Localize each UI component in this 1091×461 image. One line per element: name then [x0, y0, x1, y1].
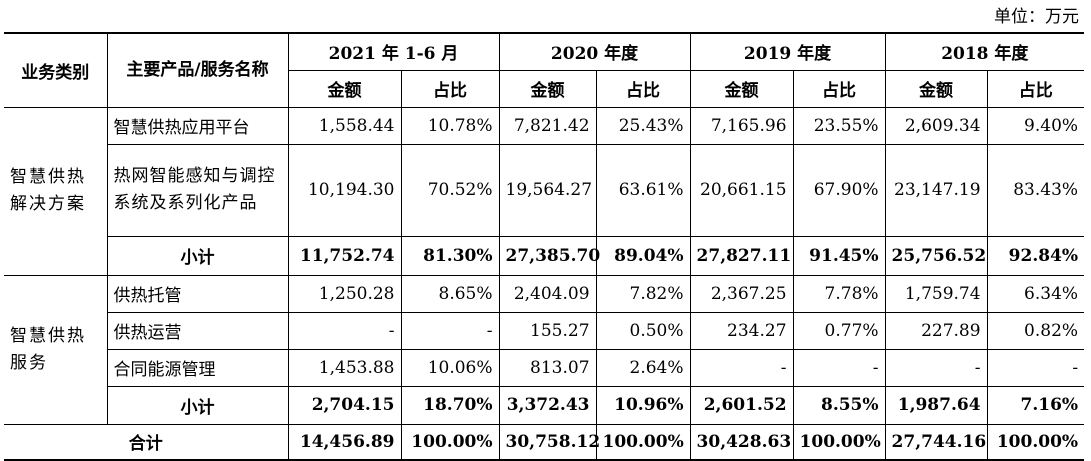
header-amount: 金额 — [288, 69, 402, 108]
product-cell: 热网智能感知与调控系统及系列化产品 — [107, 143, 289, 237]
ratio-cell: 0.50% — [595, 311, 691, 350]
ratio-cell: 100.00% — [595, 423, 691, 461]
ratio-cell: 92.84% — [986, 235, 1085, 276]
amount-cell: 1,453.88 — [287, 348, 402, 387]
amount-cell: 1,987.64 — [884, 385, 988, 425]
amount-cell: 23,147.19 — [884, 143, 988, 237]
revenue-table: 业务类别 主要产品/服务名称 2021 年 1-6 月 2020 年度 2019… — [4, 32, 1085, 461]
table-row: 智慧供热服务 供热托管 1,250.28 8.65% 2,404.09 7.82% 2,36… — [4, 274, 1085, 425]
ratio-cell: 10.78% — [400, 106, 500, 145]
amount-cell: 2,601.52 — [689, 385, 794, 425]
header-amount: 金额 — [884, 69, 988, 108]
header-ratio: 占比 — [792, 69, 886, 108]
subtotal-row: 小计 2,704.15 18.70% 3,372.43 10.96% 2,601.52 8.… — [4, 385, 1085, 425]
total-label: 合计 — [4, 423, 289, 461]
ratio-cell: 10.06% — [400, 348, 500, 387]
ratio-cell: 91.45% — [792, 235, 886, 276]
amount-cell: 30,428.63 — [689, 423, 794, 461]
header-ratio: 占比 — [986, 69, 1085, 108]
ratio-cell: 83.43% — [986, 143, 1085, 237]
unit-label: 单位：万元 — [994, 7, 1079, 27]
header-amount: 金额 — [498, 69, 597, 108]
subtotal-label: 小计 — [107, 235, 289, 276]
amount-cell: 11,752.74 — [287, 235, 402, 276]
ratio-cell: 23.55% — [792, 106, 886, 145]
ratio-cell: 100.00% — [792, 423, 886, 461]
total-row: 合计 14,456.89 100.00% 30,758.12 100.00% 30,428… — [4, 423, 1085, 461]
ratio-cell: 2.64% — [595, 348, 691, 387]
ratio-cell: 9.40% — [986, 106, 1085, 145]
ratio-cell: 67.90% — [792, 143, 886, 237]
product-cell: 供热运营 — [107, 311, 289, 350]
ratio-cell: 63.61% — [595, 143, 691, 237]
header-business-type: 业务类别 — [4, 32, 108, 108]
amount-cell: 25,756.52 — [884, 235, 988, 276]
product-cell: 智慧供热应用平台 — [106, 106, 289, 145]
ratio-cell: 7.82% — [595, 274, 691, 313]
amount-cell: 20,661.15 — [689, 143, 794, 237]
header-ratio: 占比 — [595, 69, 691, 108]
amount-cell: 2,404.09 — [498, 274, 597, 313]
header-row-periods: 业务类别 主要产品/服务名称 2021 年 1-6 月 2020 年度 2019… — [4, 32, 1085, 108]
header-ratio: 占比 — [400, 69, 500, 108]
amount-cell: 7,821.42 — [498, 106, 597, 145]
amount-cell: 14,456.89 — [287, 423, 402, 461]
amount-cell: 1,558.44 — [287, 106, 402, 145]
product-cell: 合同能源管理 — [107, 348, 289, 387]
amount-cell: 155.27 — [498, 311, 597, 350]
ratio-cell: 0.77% — [792, 311, 886, 350]
table-row: 供热运营 - -155.27 0.50% 234.27 0.77% 227.89 0.82% — [4, 311, 1085, 350]
ratio-cell: 6.34% — [986, 274, 1085, 313]
amount-cell: 30,758.12 — [498, 423, 600, 461]
ratio-cell: 8.55% — [792, 385, 886, 425]
ratio-cell: 81.30% — [400, 235, 500, 276]
amount-cell: 27,827.11 — [689, 235, 794, 276]
table-row: 智慧供热解决方案 智慧供热应用平台 1,558.44 10.78% 7,821.42 25… — [4, 106, 1085, 276]
ratio-cell: 100.00% — [400, 423, 500, 461]
ratio-cell: 70.52% — [400, 143, 500, 237]
table-row: 热网智能感知与调控系统及系列化产品 10,194.30 70.52% 19,564.2… — [4, 143, 1085, 237]
ratio-cell: 7.16% — [986, 385, 1085, 425]
ratio-cell: 100.00% — [986, 423, 1085, 461]
header-period-2021h1: 2021 年 1-6 月 — [287, 32, 500, 71]
amount-cell: 19,564.27 — [498, 143, 597, 237]
amount-cell: 227.89 — [884, 311, 988, 350]
amount-cell: 3,372.43 — [498, 385, 597, 425]
amount-cell: 2,367.25 — [689, 274, 794, 313]
ratio-cell: 0.82% — [986, 311, 1085, 350]
ratio-cell: 89.04% — [595, 235, 691, 276]
header-period-2018: 2018 年度 — [884, 32, 1085, 71]
ratio-cell: 10.96% — [595, 385, 691, 425]
ratio-cell: 8.65% — [400, 274, 500, 313]
category-cell: 智慧供热服务 — [4, 274, 108, 425]
subtotal-row: 小计 11,752.74 81.30% 27,385.70 89.04% 27,827.1… — [4, 235, 1085, 276]
subtotal-label: 小计 — [107, 385, 289, 425]
amount-cell: 27,744.16 — [884, 423, 988, 461]
amount-cell: - — [689, 348, 794, 387]
ratio-cell: 7.78% — [792, 274, 886, 313]
amount-cell: 2,704.15 — [287, 385, 402, 425]
amount-cell: 813.07 — [498, 348, 597, 387]
header-amount: 金额 — [689, 69, 794, 108]
table-row: 合同能源管理 1,453.88 10.06% 813.07 2.64% - - - - — [4, 348, 1085, 387]
ratio-cell: 25.43% — [595, 106, 691, 145]
ratio-cell: - — [792, 348, 886, 387]
amount-cell: 1,250.28 — [287, 274, 402, 313]
ratio-cell: - — [400, 311, 500, 350]
header-period-2020: 2020 年度 — [498, 32, 691, 71]
header-product: 主要产品/服务名称 — [106, 32, 289, 108]
category-cell: 智慧供热解决方案 — [4, 106, 108, 276]
header-period-2019: 2019 年度 — [689, 32, 886, 71]
ratio-cell: - — [986, 348, 1085, 387]
ratio-cell: 18.70% — [400, 385, 500, 425]
amount-cell: - — [287, 311, 402, 350]
product-cell: 供热托管 — [106, 274, 289, 313]
amount-cell: 1,759.74 — [884, 274, 988, 313]
amount-cell: 2,609.34 — [884, 106, 988, 145]
amount-cell: - — [884, 348, 988, 387]
amount-cell: 7,165.96 — [689, 106, 794, 145]
amount-cell: 10,194.30 — [287, 143, 402, 237]
amount-cell: 234.27 — [689, 311, 794, 350]
amount-cell: 27,385.70 — [498, 235, 600, 276]
